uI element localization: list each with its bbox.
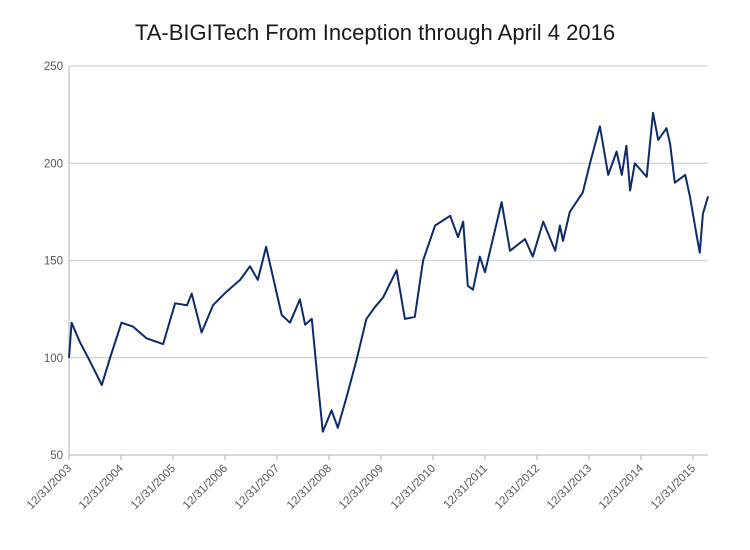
x-tick-label: 12/31/2010 xyxy=(389,463,438,512)
y-axis: 50 100 150 200 250 xyxy=(44,61,63,462)
x-tick-label: 12/31/2015 xyxy=(649,463,698,512)
y-tick-label: 200 xyxy=(44,158,63,170)
x-tick-label: 12/31/2003 xyxy=(25,463,74,512)
x-tick-label: 12/31/2005 xyxy=(129,463,178,512)
x-axis: 12/31/2003 12/31/2004 12/31/2005 12/31/2006… xyxy=(25,455,698,512)
y-tick-label: 100 xyxy=(44,353,63,365)
chart-title: TA-BIGITech From Inception through April… xyxy=(135,20,615,45)
y-tick-label: 50 xyxy=(50,450,63,462)
x-tick-label: 12/31/2006 xyxy=(181,463,230,512)
y-tick-label: 150 xyxy=(44,256,63,268)
x-tick-label: 12/31/2012 xyxy=(493,463,542,512)
series-line xyxy=(68,111,710,433)
x-tick-label: 12/31/2011 xyxy=(442,463,491,512)
x-tick-label: 12/31/2014 xyxy=(597,462,647,512)
x-tick-label: 12/31/2013 xyxy=(545,463,594,512)
x-tick-label: 12/31/2004 xyxy=(77,462,127,512)
x-tick-label: 12/31/2008 xyxy=(285,463,334,512)
x-tick-label: 12/31/2009 xyxy=(337,463,386,512)
x-tick-label: 12/31/2007 xyxy=(233,463,282,512)
gridlines xyxy=(68,65,708,460)
y-tick-label: 250 xyxy=(44,61,63,73)
